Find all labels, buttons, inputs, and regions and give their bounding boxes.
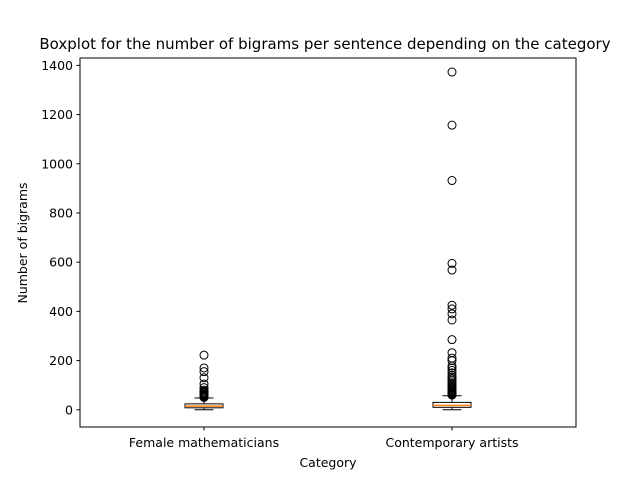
x-axis: Female mathematicians Contemporary artist… xyxy=(129,427,519,450)
x-tick-label: Contemporary artists xyxy=(385,435,518,450)
outlier-point xyxy=(447,258,457,268)
outlier-point xyxy=(447,67,457,77)
axes-frame xyxy=(79,57,577,428)
outlier-point xyxy=(447,370,457,380)
outlier-point xyxy=(447,176,457,186)
outlier-point xyxy=(447,353,457,363)
box-group-2 xyxy=(432,67,472,411)
y-tick-label: 1000 xyxy=(41,156,73,171)
outlier-point xyxy=(199,363,209,373)
chart-title: Boxplot for the number of bigrams per se… xyxy=(39,35,610,53)
outlier-point xyxy=(447,309,457,319)
y-tick-label: 400 xyxy=(49,304,73,319)
outlier-point xyxy=(199,379,209,389)
outlier-point xyxy=(199,385,209,395)
outlier-point xyxy=(199,383,209,393)
x-axis-label: Category xyxy=(299,455,357,470)
outlier-point xyxy=(447,300,457,310)
outlier-point xyxy=(199,367,209,377)
outlier-point xyxy=(447,348,457,358)
outlier-point xyxy=(447,365,457,375)
outlier-point xyxy=(447,304,457,314)
y-tick-label: 800 xyxy=(49,205,73,220)
outlier-point xyxy=(199,350,209,360)
y-tick-label: 600 xyxy=(49,255,73,270)
y-axis: 0 200 400 600 800 1000 1200 1400 xyxy=(41,58,80,417)
outlier-point xyxy=(447,315,457,325)
y-tick-label: 1200 xyxy=(41,107,73,122)
outlier-point xyxy=(447,265,457,275)
y-tick-label: 200 xyxy=(49,353,73,368)
outlier-point xyxy=(447,368,457,378)
outlier-point xyxy=(199,373,209,383)
plot-area xyxy=(184,67,472,411)
y-tick-label: 1400 xyxy=(41,58,73,73)
x-tick-label: Female mathematicians xyxy=(129,435,279,450)
y-tick-label: 0 xyxy=(65,402,73,417)
y-axis-label: Number of bigrams xyxy=(15,182,30,303)
outlier-point xyxy=(447,120,457,130)
box-group-1 xyxy=(184,350,224,411)
outlier-point xyxy=(447,335,457,345)
